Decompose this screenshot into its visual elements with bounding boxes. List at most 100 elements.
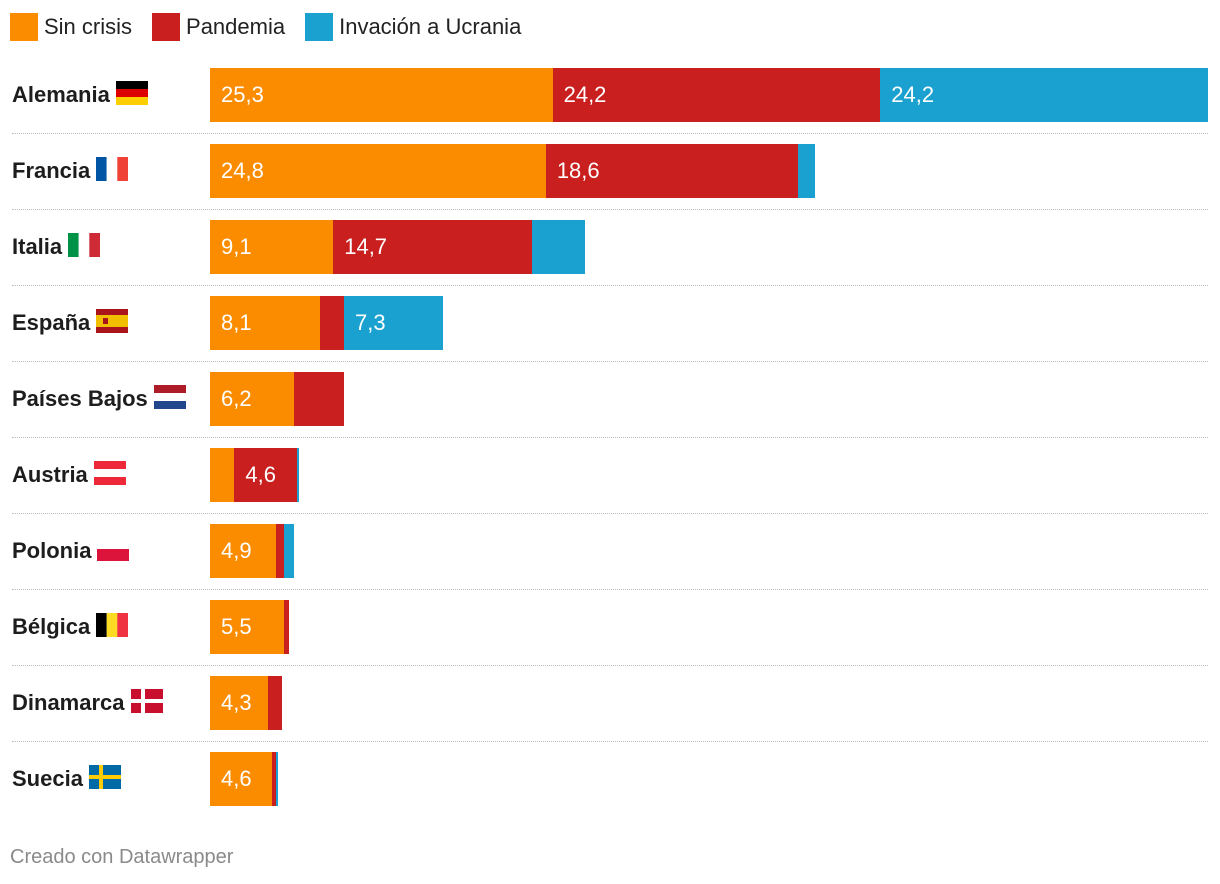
legend-item-sin-crisis: Sin crisis — [10, 13, 132, 41]
data-label: 4,6 — [221, 766, 252, 791]
bar-segment-sin-crisis — [210, 448, 235, 502]
row-separator — [12, 285, 1208, 286]
country-name: España — [12, 310, 91, 335]
bar-segment-pandemia — [284, 600, 289, 654]
country-label-belgica: Bélgica — [12, 600, 129, 654]
data-label: 4,6 — [245, 462, 276, 487]
bar-segment-sin-crisis: 4,9 — [210, 524, 277, 578]
row-separator — [12, 209, 1208, 210]
country-label-espana: España — [12, 296, 129, 350]
row-separator — [12, 741, 1208, 742]
legend-item-pandemia: Pandemia — [152, 13, 285, 41]
row-separator — [12, 437, 1208, 438]
bar-segment-pandemia — [276, 524, 285, 578]
country-name: Francia — [12, 158, 91, 183]
legend-label-sin-crisis: Sin crisis — [44, 14, 133, 39]
data-label: 24,2 — [891, 82, 935, 107]
bar-segment-sin-crisis: 5,5 — [210, 600, 285, 654]
country-label-suecia: Suecia — [12, 752, 121, 806]
data-label: 14,7 — [344, 234, 388, 259]
data-label: 9,1 — [221, 234, 252, 259]
data-label: 7,3 — [355, 310, 386, 335]
country-name: Suecia — [12, 766, 83, 791]
bar-segment-sin-crisis: 25,3 — [210, 68, 553, 122]
flag-nl-icon — [153, 384, 186, 414]
bar-segment-pandemia: 18,6 — [545, 144, 798, 198]
row-separator — [12, 361, 1208, 362]
row-separator — [12, 513, 1208, 514]
legend-label-ucrania: Invación a Ucrania — [339, 14, 522, 39]
country-label-francia: Francia — [12, 144, 129, 198]
bar-segment-ucrania: 7,3 — [344, 296, 443, 350]
country-label-alemania: Alemania — [12, 68, 148, 122]
row-separator — [12, 133, 1208, 134]
bar-row-espana: España 8,1 7,3 — [0, 296, 1220, 350]
legend-swatch-ucrania — [305, 13, 334, 41]
country-name: Polonia — [12, 538, 92, 563]
bar-row-belgica: Bélgica 5,5 — [0, 600, 1220, 654]
bar-segment-sin-crisis: 9,1 — [210, 220, 334, 274]
flag-pl-icon — [97, 536, 130, 566]
bar-segment-ucrania — [296, 448, 299, 502]
chart-credit: Creado con Datawrapper — [10, 846, 234, 868]
legend-label-pandemia: Pandemia — [186, 14, 286, 39]
country-name: Italia — [12, 234, 63, 259]
bar-segment-sin-crisis: 24,8 — [210, 144, 546, 198]
bar-row-alemania: Alemania 25,3 24,2 24,2 — [0, 68, 1220, 122]
flag-se-icon — [88, 764, 121, 794]
flag-fr-icon — [96, 156, 129, 186]
data-label: 4,9 — [221, 538, 252, 563]
bar-segment-sin-crisis: 6,2 — [210, 372, 294, 426]
bar-segment-pandemia — [293, 372, 345, 426]
bar-segment-sin-crisis: 4,6 — [210, 752, 273, 806]
data-label: 4,3 — [221, 690, 252, 715]
bar-segment-pandemia: 4,6 — [234, 448, 297, 502]
data-label: 24,8 — [221, 158, 264, 183]
country-label-austria: Austria — [12, 448, 126, 502]
bar-segment-ucrania — [276, 752, 279, 806]
bar-segment-ucrania — [532, 220, 586, 274]
country-label-dinamarca: Dinamarca — [12, 676, 163, 730]
flag-es-icon — [96, 308, 129, 338]
country-label-italia: Italia — [12, 220, 101, 274]
bar-segment-sin-crisis: 8,1 — [210, 296, 320, 350]
data-label: 8,1 — [221, 310, 252, 335]
row-separator — [12, 665, 1208, 666]
bar-row-francia: Francia 24,8 18,6 — [0, 144, 1220, 198]
data-label: 5,5 — [221, 614, 252, 639]
bar-segment-pandemia — [268, 676, 282, 730]
country-label-polonia: Polonia — [12, 524, 130, 578]
country-name: Dinamarca — [12, 690, 125, 715]
bar-row-italia: Italia 9,1 14,7 — [0, 220, 1220, 274]
flag-it-icon — [68, 232, 101, 262]
bar-row-austria: Austria 4,6 — [0, 448, 1220, 502]
flag-be-icon — [96, 612, 129, 642]
bar-row-dinamarca: Dinamarca 4,3 — [0, 676, 1220, 730]
legend-item-ucrania: Invación a Ucrania — [305, 13, 521, 41]
legend-swatch-sin-crisis — [10, 13, 38, 41]
row-separator — [12, 589, 1208, 590]
data-label: 25,3 — [221, 82, 264, 107]
country-name: Alemania — [12, 82, 110, 107]
country-name: Austria — [12, 462, 88, 487]
data-label: 18,6 — [556, 158, 600, 183]
data-label: 24,2 — [563, 82, 607, 107]
bar-segment-pandemia: 24,2 — [552, 68, 881, 122]
data-label: 6,2 — [221, 386, 252, 411]
flag-dk-icon — [130, 688, 163, 718]
bar-segment-pandemia: 14,7 — [333, 220, 533, 274]
bar-segment-ucrania — [797, 144, 816, 198]
country-name: Bélgica — [12, 614, 91, 639]
bar-segment-pandemia — [272, 752, 277, 806]
bar-segment-ucrania: 24,2 — [880, 68, 1208, 122]
legend-swatch-pandemia — [152, 13, 181, 41]
bar-row-suecia: Suecia 4,6 — [0, 752, 1220, 806]
bar-segment-pandemia — [319, 296, 345, 350]
bar-row-polonia: Polonia 4,9 — [0, 524, 1220, 578]
bar-segment-ucrania — [284, 524, 294, 578]
flag-de-icon — [115, 80, 148, 110]
bar-row-paises-bajos: Países Bajos 6,2 — [0, 372, 1220, 426]
country-label-paises-bajos: Países Bajos — [12, 372, 186, 426]
chart-legend: Sin crisis Pandemia Invación a Ucrania — [10, 12, 541, 42]
flag-at-icon — [93, 460, 126, 490]
